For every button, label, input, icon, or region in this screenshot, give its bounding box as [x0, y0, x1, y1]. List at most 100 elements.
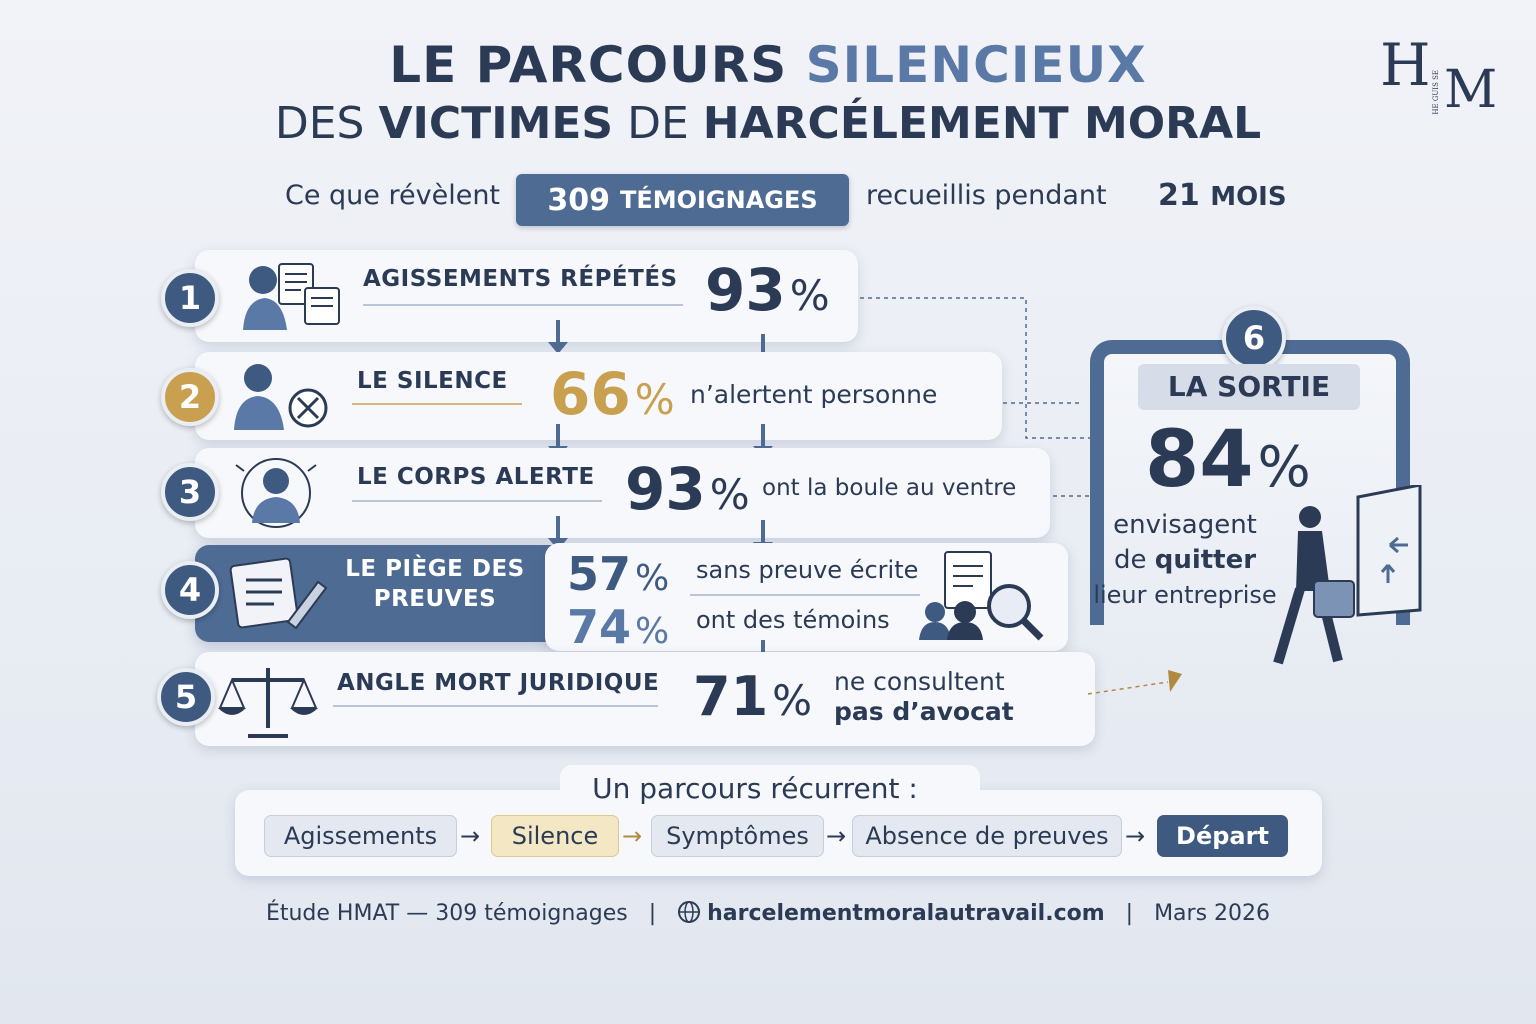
value-unit: %: [635, 611, 670, 652]
value-number: 66: [550, 360, 631, 428]
chip-symptomes: Symptômes: [651, 815, 824, 857]
step-card-5: [195, 652, 1095, 746]
divider: [352, 403, 522, 405]
person-documents-icon: [243, 263, 340, 330]
silent-person-icon: [234, 364, 328, 430]
step-text-4b: ont des témoins: [696, 606, 890, 634]
step-value-1: 93%: [705, 256, 830, 324]
exit-value: 84%: [1145, 415, 1311, 505]
stressed-person-icon: [235, 458, 317, 528]
value-unit: %: [772, 676, 813, 725]
separator: |: [1125, 901, 1134, 926]
exit-text-line: envisagent: [1113, 510, 1257, 540]
step-value-2: 66%: [550, 360, 675, 428]
value-unit: %: [635, 558, 670, 599]
value-unit: %: [709, 470, 750, 519]
chip-arrow: →: [460, 822, 481, 850]
months-number: 21: [1158, 178, 1200, 213]
documents-pen-icon: [229, 557, 328, 630]
step-text-line: ne consultent: [834, 667, 1005, 696]
step-label-5: ANGLE MORT JURIDIQUE: [337, 670, 660, 696]
title-highlight: SILENCIEUX: [805, 36, 1147, 94]
value-number: 57: [567, 547, 632, 601]
value-number: 93: [705, 256, 786, 324]
person-leaving-door-icon: [1273, 485, 1422, 665]
value-unit: %: [634, 375, 675, 424]
flow-arrow: [548, 320, 568, 354]
chip-depart: Départ: [1157, 815, 1288, 857]
step-text-5: ne consultent pas d’avocat: [834, 667, 1014, 727]
exit-text-part: de: [1113, 545, 1147, 575]
badge-number: 309: [547, 182, 610, 218]
scales-of-justice-icon: [218, 668, 318, 738]
value-unit: %: [1257, 435, 1311, 500]
logo-letter-m: M: [1444, 60, 1498, 120]
step-card-3: [195, 448, 1050, 538]
recurrent-title: Un parcours récurrent :: [592, 772, 918, 805]
label-line: PREUVES: [373, 586, 497, 612]
page-title-line1: LE PARCOURS SILENCIEUX: [0, 36, 1536, 94]
step-text-3: ont la boule au ventre: [762, 475, 1017, 501]
logo-letter-h: H: [1380, 31, 1431, 99]
label-line: LE PIÈGE DES: [345, 556, 525, 582]
step-value-3: 93%: [625, 455, 750, 523]
step-number-5: 5: [157, 668, 215, 726]
step-label-2: LE SILENCE: [357, 368, 508, 394]
chip-silence: Silence: [491, 815, 619, 857]
recurrent-title-tab: [560, 765, 980, 811]
title-part: DES: [274, 98, 365, 149]
page-title-line2: DES VICTIMES DE HARCÉLEMENT MORAL: [0, 98, 1536, 149]
chip-arrow: →: [622, 822, 643, 850]
hm-logo: H HE GUIS SE M: [1380, 30, 1505, 120]
value-unit: %: [789, 271, 830, 320]
flow-arrow: [548, 516, 568, 550]
flow-arrow: [548, 424, 568, 458]
value-number: 84: [1145, 415, 1254, 505]
logo-tagline: HE GUIS SE: [1432, 70, 1440, 115]
chip-arrow: →: [1125, 822, 1146, 850]
step-value-4b: 74%: [567, 600, 669, 654]
step-number-6: 6: [1222, 306, 1286, 370]
step-number-4: 4: [161, 561, 219, 619]
step-label-4: LE PIÈGE DES PREUVES: [330, 556, 540, 612]
step-text-line: pas d’avocat: [834, 697, 1014, 726]
step-text-4a: sans preuve écrite: [696, 556, 919, 584]
step-value-4a: 57%: [567, 547, 669, 601]
exit-text-line: de quitter: [1085, 543, 1285, 578]
value-number: 71: [693, 665, 769, 728]
chip-arrow: →: [826, 822, 847, 850]
footer: Étude HMAT — 309 témoignages | harceleme…: [0, 900, 1536, 926]
exit-text: envisagent de quitter lieur entreprise: [1085, 508, 1285, 613]
step-value-5: 71%: [693, 665, 812, 728]
title-part: VICTIMES: [378, 98, 614, 149]
step-number-2: 2: [161, 368, 219, 426]
step-number-1: 1: [161, 269, 219, 327]
flow-arrow: [753, 424, 773, 458]
divider: [690, 594, 920, 596]
step-number-3: 3: [161, 463, 219, 521]
divider: [352, 500, 602, 502]
step-card-2: [195, 352, 1002, 440]
subtitle-mid: recueillis pendant: [866, 180, 1107, 211]
testimonies-badge: 309 TÉMOIGNAGES: [516, 174, 849, 226]
exit-label: LA SORTIE: [1138, 364, 1360, 410]
title-part: HARCÉLEMENT MORAL: [702, 98, 1262, 149]
step-label-3: LE CORPS ALERTE: [357, 464, 595, 490]
title-part: LE PARCOURS: [389, 36, 788, 94]
divider: [363, 304, 683, 306]
months-count: 21 MOIS: [1158, 178, 1287, 213]
exit-text-line: lieur entreprise: [1093, 581, 1277, 609]
title-part: DE: [627, 98, 689, 149]
badge-label: TÉMOIGNAGES: [619, 186, 818, 214]
subtitle-pre: Ce que révèlent: [285, 180, 501, 211]
footer-study: Étude HMAT — 309 témoignages: [265, 901, 628, 926]
step-text-2: n’alertent personne: [690, 380, 938, 409]
divider: [333, 705, 658, 707]
chip-agissements: Agissements: [264, 815, 457, 857]
exit-text-part: quitter: [1154, 545, 1257, 575]
value-number: 93: [625, 455, 706, 523]
globe-icon: [677, 900, 701, 924]
separator: |: [648, 901, 657, 926]
footer-website-link[interactable]: harcelementmoralautravail.com: [707, 901, 1105, 926]
step-label-1: AGISSEMENTS RÉPÉTÉS: [363, 266, 678, 292]
